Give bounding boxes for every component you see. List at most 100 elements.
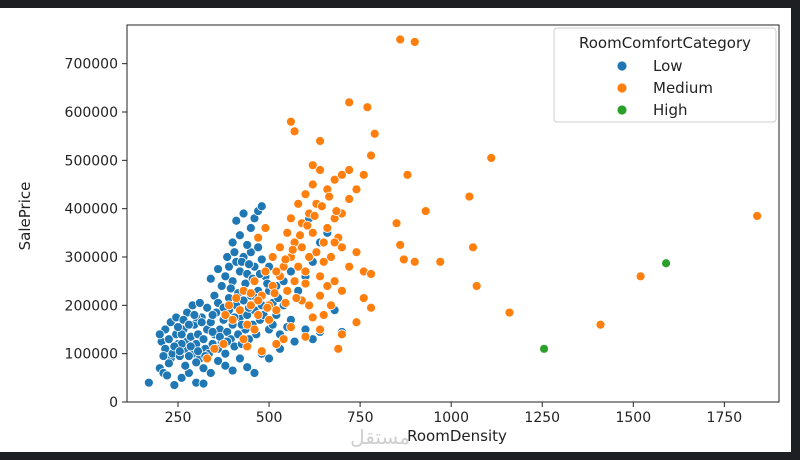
data-point	[300, 278, 311, 289]
data-points	[143, 34, 763, 390]
data-point	[296, 242, 307, 253]
data-point	[264, 353, 274, 364]
data-point	[184, 351, 194, 361]
data-point	[275, 242, 285, 253]
data-point	[315, 271, 325, 282]
data-point	[318, 256, 329, 267]
data-point	[198, 378, 209, 389]
data-point	[205, 273, 216, 284]
data-point	[278, 334, 289, 345]
data-point	[358, 293, 369, 303]
data-point	[253, 232, 264, 243]
data-point	[193, 346, 203, 357]
data-point	[196, 317, 207, 328]
data-point	[293, 198, 304, 209]
data-point	[351, 184, 362, 195]
watermark-logo: مستقل	[350, 425, 410, 449]
data-point	[271, 266, 282, 277]
data-point	[245, 300, 256, 311]
data-point	[295, 230, 305, 241]
data-point	[315, 165, 325, 175]
data-point	[231, 293, 242, 303]
data-point	[504, 307, 515, 318]
data-point	[302, 220, 313, 231]
data-point	[242, 240, 253, 250]
data-point	[173, 322, 183, 332]
data-point	[752, 211, 763, 221]
data-point	[333, 343, 344, 354]
data-point	[315, 290, 325, 301]
data-point	[366, 302, 376, 313]
data-point	[227, 314, 238, 325]
legend-title: RoomComfortCategory	[579, 34, 751, 52]
data-point	[539, 343, 549, 354]
data-point	[154, 329, 165, 340]
data-point	[235, 353, 245, 364]
data-point	[395, 34, 406, 45]
data-point	[435, 256, 446, 267]
data-point	[253, 310, 264, 320]
data-point	[300, 189, 311, 200]
data-point	[595, 319, 606, 330]
data-point	[307, 312, 318, 323]
data-point	[180, 360, 191, 371]
data-point	[260, 266, 271, 277]
data-point	[163, 358, 174, 369]
x-tick-label: 750	[347, 410, 374, 426]
data-point	[256, 254, 267, 265]
data-point	[337, 169, 347, 180]
data-point	[286, 213, 296, 224]
data-point	[229, 247, 240, 258]
data-point	[326, 300, 336, 311]
legend-label: Medium	[653, 79, 713, 97]
data-point	[331, 206, 342, 216]
data-point	[661, 258, 671, 269]
data-point	[329, 276, 340, 287]
data-point	[213, 356, 223, 366]
data-point	[344, 194, 355, 204]
data-point	[304, 252, 315, 262]
data-point	[205, 368, 216, 378]
data-point	[220, 348, 231, 359]
data-point	[395, 240, 406, 250]
legend-marker	[616, 104, 628, 116]
data-point	[227, 237, 238, 248]
data-point	[249, 368, 260, 378]
data-point	[316, 201, 327, 212]
data-point	[262, 302, 273, 313]
legend-box	[553, 27, 777, 123]
data-point	[209, 343, 220, 354]
data-point	[267, 252, 278, 262]
data-point	[322, 223, 333, 233]
data-point	[220, 360, 231, 371]
legend-label: High	[653, 101, 687, 119]
data-point	[162, 370, 172, 381]
data-point	[280, 298, 291, 308]
series-high	[539, 258, 671, 354]
data-point	[291, 293, 302, 303]
axis-ticks: 250 500 750 1000 1250 1500 1750 0 100000 200000 30…	[65, 57, 743, 426]
data-point	[337, 285, 347, 296]
x-tick-label: 1750	[707, 410, 743, 426]
data-point	[280, 254, 291, 265]
data-point	[282, 227, 293, 238]
data-point	[253, 242, 264, 253]
data-point	[220, 310, 231, 320]
x-axis-title: RoomDensity	[407, 427, 507, 445]
data-point	[329, 237, 340, 248]
data-point	[309, 211, 320, 221]
data-point	[337, 329, 347, 340]
y-tick-label: 300000	[65, 250, 118, 266]
data-point	[271, 339, 282, 349]
data-point	[220, 271, 231, 282]
data-point	[169, 380, 180, 390]
series-medium	[202, 34, 763, 364]
legend-items: Low Medium High	[616, 57, 713, 119]
data-point	[260, 223, 271, 233]
data-point	[207, 310, 218, 320]
data-point	[286, 116, 296, 127]
data-point	[235, 230, 245, 241]
data-point	[158, 351, 169, 361]
legend-label: Low	[653, 57, 683, 75]
data-point	[242, 319, 253, 330]
